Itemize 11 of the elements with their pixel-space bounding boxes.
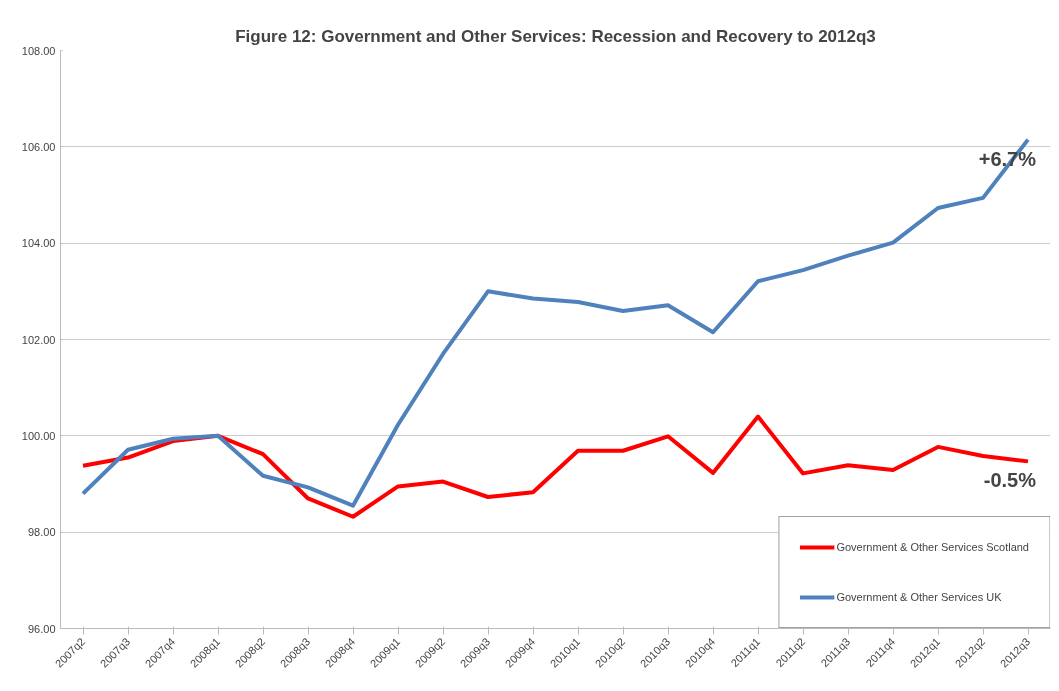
y-tick-label: 102.00 xyxy=(21,333,56,346)
y-tick-label: 98.00 xyxy=(27,526,56,539)
y-tick-label: 96.00 xyxy=(27,622,56,635)
annotation: -0.5% xyxy=(983,469,1037,492)
legend-label: Government & Other Services Scotland xyxy=(836,541,1029,553)
y-tick-label: 104.00 xyxy=(21,237,56,250)
legend-label: Government & Other Services UK xyxy=(836,591,1002,603)
chart-title: Figure 12: Government and Other Services: Recession and Recovery to 2012q3 xyxy=(235,26,876,46)
y-tick-label: 106.00 xyxy=(21,140,56,153)
y-tick-label: 108.00 xyxy=(21,44,56,57)
y-tick-label: 100.00 xyxy=(21,429,56,442)
